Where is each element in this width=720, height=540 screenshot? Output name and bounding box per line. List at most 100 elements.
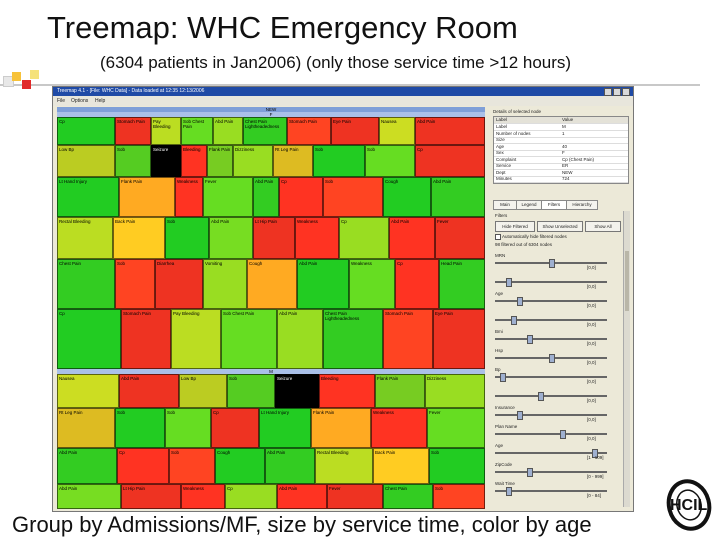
- slider-handle[interactable]: [559, 430, 566, 439]
- treemap-cell[interactable]: Rt Leg Pain: [57, 408, 115, 448]
- treemap-cell[interactable]: Bleeding: [319, 374, 375, 408]
- treemap-cell[interactable]: Abd Pain: [253, 177, 279, 217]
- treemap-cell[interactable]: Sob: [165, 408, 211, 448]
- treemap-cell[interactable]: Cp: [211, 408, 259, 448]
- treemap-cell[interactable]: Sob: [365, 145, 415, 177]
- treemap-cell[interactable]: Cough: [215, 448, 265, 484]
- treemap-cell[interactable]: Back Pain: [113, 217, 165, 259]
- treemap-cell[interactable]: Sob: [433, 484, 485, 509]
- treemap-cell[interactable]: Weakness: [371, 408, 427, 448]
- treemap-cell[interactable]: Sob: [227, 374, 275, 408]
- treemap-cell[interactable]: Chest Pain: [57, 259, 115, 309]
- treemap-cell[interactable]: Seizure: [151, 145, 181, 177]
- range-slider[interactable]: [495, 392, 607, 401]
- treemap-cell[interactable]: Abd Pain: [57, 448, 117, 484]
- treemap-cell[interactable]: Cp: [279, 177, 323, 217]
- range-slider[interactable]: [495, 297, 607, 306]
- slider-handle[interactable]: [549, 259, 555, 268]
- treemap-cell[interactable]: Abd Pain: [119, 374, 179, 408]
- maximize-button[interactable]: [613, 88, 621, 96]
- treemap-cell[interactable]: Abd Pain: [213, 117, 243, 145]
- range-slider[interactable]: [495, 411, 607, 420]
- range-slider[interactable]: [495, 354, 607, 363]
- treemap-cell[interactable]: Sob Chest Pain: [181, 117, 213, 145]
- treemap-cell[interactable]: Rectal Bleeding: [315, 448, 373, 484]
- slider-handle[interactable]: [538, 392, 545, 401]
- treemap-cell[interactable]: Cp: [57, 117, 115, 145]
- treemap-cell[interactable]: Sob: [313, 145, 365, 177]
- treemap-cell[interactable]: Rt Leg Pain: [273, 145, 313, 177]
- treemap-cell[interactable]: Abd Pain: [277, 309, 323, 369]
- treemap-cell[interactable]: Chest Pain Lightheadedness: [323, 309, 383, 369]
- treemap-cell[interactable]: Lt Hand Injury: [259, 408, 311, 448]
- treemap-cell[interactable]: Abd Pain: [265, 448, 315, 484]
- treemap-cell[interactable]: Sob: [115, 145, 151, 177]
- tab-legend[interactable]: Legend: [516, 200, 542, 210]
- slider-handle[interactable]: [527, 468, 534, 477]
- treemap-cell[interactable]: Dizziness: [233, 145, 273, 177]
- treemap-cell[interactable]: Stomach Pain: [287, 117, 331, 145]
- treemap-cell[interactable]: Sob: [115, 408, 165, 448]
- treemap-cell[interactable]: Rectal Bleeding: [57, 217, 113, 259]
- treemap-view[interactable]: NEW F M Cp Stomach Pain Pay Bleeding Sob Ch…: [57, 107, 485, 509]
- treemap-cell[interactable]: Fever: [435, 217, 485, 259]
- treemap-cell[interactable]: Stomach Pain: [383, 309, 433, 369]
- treemap-cell[interactable]: Abd Pain: [277, 484, 327, 509]
- treemap-cell[interactable]: Flank Pain: [311, 408, 371, 448]
- treemap-cell[interactable]: Cough: [383, 177, 431, 217]
- treemap-cell[interactable]: Abd Pain: [415, 117, 485, 145]
- range-slider[interactable]: [495, 316, 607, 325]
- slider-handle[interactable]: [500, 373, 507, 382]
- show-unselected-button[interactable]: Show Unselected: [537, 221, 583, 232]
- auto-hide-checkbox[interactable]: Automatically hide filtered nodes: [495, 234, 567, 240]
- menu-file[interactable]: File: [57, 98, 66, 104]
- treemap-cell[interactable]: Vomiting: [203, 259, 247, 309]
- treemap-cell[interactable]: Back Pain: [373, 448, 429, 484]
- tab-main[interactable]: Main: [493, 200, 517, 210]
- treemap-cell[interactable]: Abd Pain: [431, 177, 485, 217]
- range-slider[interactable]: [495, 335, 607, 344]
- treemap-cell[interactable]: Dizziness: [425, 374, 485, 408]
- treemap-cell[interactable]: Flank Pain: [375, 374, 425, 408]
- treemap-cell[interactable]: Weakness: [181, 484, 225, 509]
- treemap-cell[interactable]: Sob: [169, 448, 215, 484]
- panel-scrollbar[interactable]: [623, 211, 630, 507]
- slider-handle[interactable]: [527, 335, 534, 344]
- treemap-cell[interactable]: Lt Hip Pain: [121, 484, 181, 509]
- treemap-cell[interactable]: Lt Hand Injury: [57, 177, 119, 217]
- treemap-cell[interactable]: Eye Pain: [433, 309, 485, 369]
- treemap-cell[interactable]: Cp: [57, 309, 121, 369]
- treemap-cell[interactable]: Diarrhea: [155, 259, 203, 309]
- treemap-cell[interactable]: Sob: [429, 448, 485, 484]
- treemap-cell[interactable]: Fever: [327, 484, 383, 509]
- checkbox-box[interactable]: [495, 234, 501, 240]
- treemap-cell[interactable]: Pay Bleeding: [151, 117, 181, 145]
- treemap-cell[interactable]: Chest Pain Lightheadedness: [243, 117, 287, 145]
- treemap-cell[interactable]: Sob: [115, 259, 155, 309]
- treemap-cell[interactable]: Fever: [203, 177, 253, 217]
- treemap-cell[interactable]: Cough: [247, 259, 297, 309]
- treemap-cell[interactable]: Fever: [427, 408, 485, 448]
- treemap-cell[interactable]: Stomach Pain: [121, 309, 171, 369]
- treemap-cell[interactable]: Sob Chest Pain: [221, 309, 277, 369]
- treemap-cell[interactable]: Weakness: [175, 177, 203, 217]
- slider-handle[interactable]: [516, 411, 523, 420]
- treemap-cell[interactable]: Abd Pain: [297, 259, 349, 309]
- treemap-cell[interactable]: Sob: [323, 177, 383, 217]
- tab-hierarchy[interactable]: Hierarchy: [566, 200, 598, 210]
- treemap-cell[interactable]: Sob: [165, 217, 209, 259]
- treemap-cell[interactable]: Chest Pain: [383, 484, 433, 509]
- treemap-cell[interactable]: Nausea: [379, 117, 415, 145]
- treemap-cell[interactable]: Low Bp: [57, 145, 115, 177]
- slider-handle[interactable]: [505, 278, 512, 287]
- treemap-cell[interactable]: Flank Pain: [119, 177, 175, 217]
- range-slider[interactable]: [495, 449, 607, 458]
- treemap-cell[interactable]: Nausea: [57, 374, 119, 408]
- hide-filtered-button[interactable]: Hide Filtered: [495, 221, 535, 232]
- slider-handle[interactable]: [549, 354, 555, 363]
- treemap-cell[interactable]: Weakness: [349, 259, 395, 309]
- range-slider[interactable]: [495, 430, 607, 439]
- treemap-cell[interactable]: Cp: [117, 448, 169, 484]
- menu-help[interactable]: Help: [95, 98, 106, 104]
- minimize-button[interactable]: [604, 88, 612, 96]
